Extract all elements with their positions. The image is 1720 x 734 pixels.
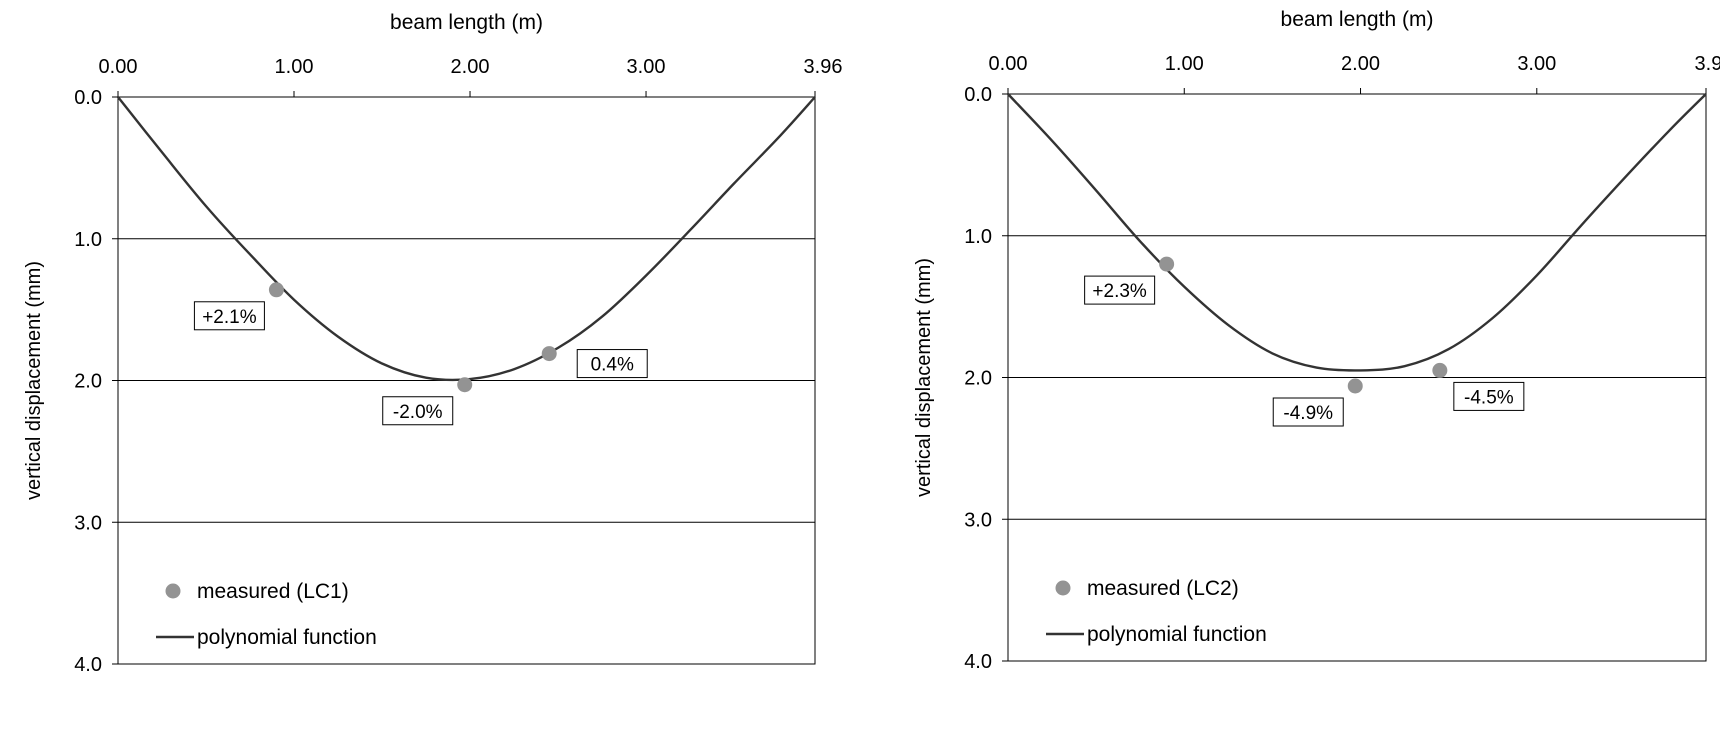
legend-label-measured: measured (LC2) <box>1087 577 1239 600</box>
annotation: -4.5% <box>1453 381 1525 411</box>
y-axis-label: vertical displacement (mm) <box>913 258 935 497</box>
measured-point <box>457 377 473 393</box>
annotation-box <box>1453 381 1525 411</box>
annotation-label: -4.9% <box>1283 403 1333 424</box>
legend-label-measured: measured (LC1) <box>197 580 349 603</box>
x-tick-label: 1.00 <box>1165 53 1204 75</box>
measured-point <box>541 346 557 362</box>
y-tick-label: 3.0 <box>74 512 102 534</box>
annotation-label: +2.3% <box>1092 281 1147 302</box>
y-axis-label: vertical displacement (mm) <box>23 261 45 500</box>
annotation: +2.3% <box>1084 275 1156 305</box>
annotation-label: 0.4% <box>591 355 634 376</box>
measured-point <box>1347 378 1363 394</box>
x-tick-label: 3.96 <box>1695 53 1720 75</box>
measured-point <box>1432 362 1448 378</box>
chart-2: beam length (m) vertical displacement (mm… <box>913 8 1720 673</box>
chart-title: beam length (m) <box>1281 8 1434 31</box>
y-tick-label: 1.0 <box>74 229 102 251</box>
y-tick-label: 3.0 <box>964 509 992 531</box>
y-tick-label: 4.0 <box>74 654 102 676</box>
legend-label-polynomial: polynomial function <box>197 626 377 649</box>
x-tick-label: 3.00 <box>1517 53 1556 75</box>
annotation: +2.1% <box>193 301 265 331</box>
annotation: 0.4% <box>576 349 648 379</box>
annotation-label: +2.1% <box>202 307 257 328</box>
chart-1: beam length (m) vertical displacement (mm… <box>23 11 842 676</box>
annotation-box <box>1272 397 1344 427</box>
x-tick-label: 2.00 <box>1341 53 1380 75</box>
y-tick-label: 1.0 <box>964 226 992 248</box>
polynomial-curve <box>117 96 816 382</box>
measured-point <box>268 282 284 298</box>
legend: measured (LC2) polynomial function <box>1046 577 1267 646</box>
annotation: -4.9% <box>1272 397 1344 427</box>
x-tick-label: 3.96 <box>804 56 843 78</box>
annotation-box <box>1084 275 1156 305</box>
legend-point-marker <box>1055 580 1071 596</box>
legend-label-polynomial: polynomial function <box>1087 623 1267 646</box>
x-tick-label: 3.00 <box>627 56 666 78</box>
x-tick-label: 0.00 <box>99 56 138 78</box>
annotation-box <box>576 349 648 379</box>
y-tick-label: 4.0 <box>964 651 992 673</box>
chart-title: beam length (m) <box>390 11 543 34</box>
polynomial-curve <box>1007 93 1707 372</box>
legend: measured (LC1) polynomial function <box>156 580 377 649</box>
x-tick-label: 1.00 <box>275 56 314 78</box>
annotation-label: -2.0% <box>393 402 443 423</box>
annotation-box <box>193 301 265 331</box>
y-tick-label: 0.0 <box>964 84 992 106</box>
measured-point <box>1159 256 1175 272</box>
annotation-label: -4.5% <box>1464 387 1514 408</box>
annotation: -2.0% <box>382 396 454 426</box>
y-tick-label: 2.0 <box>964 368 992 390</box>
y-tick-label: 0.0 <box>74 87 102 109</box>
legend-point-marker <box>165 583 181 599</box>
annotation-box <box>382 396 454 426</box>
x-tick-label: 0.00 <box>989 53 1028 75</box>
y-tick-label: 2.0 <box>74 371 102 393</box>
x-tick-label: 2.00 <box>451 56 490 78</box>
